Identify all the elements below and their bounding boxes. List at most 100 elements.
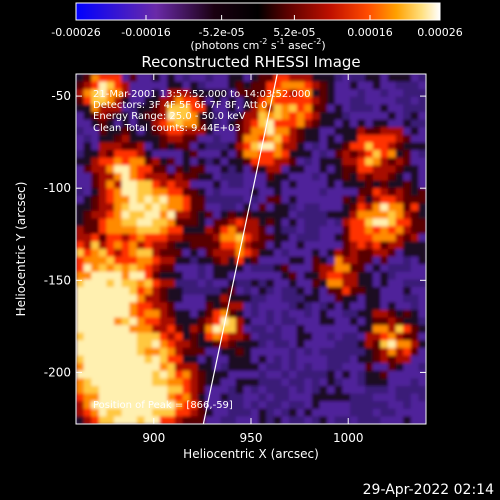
heatmap-cell — [228, 157, 237, 166]
heatmap-cell — [403, 165, 412, 174]
heatmap-cell — [91, 340, 100, 349]
heatmap-cell — [281, 385, 290, 395]
heatmap-cell — [403, 218, 412, 227]
heatmap-cell — [98, 142, 108, 151]
heatmap-cell — [212, 112, 222, 121]
heatmap-cell — [387, 401, 397, 410]
heatmap-cell — [334, 134, 343, 144]
heatmap-cell — [83, 96, 92, 106]
heatmap-cell — [205, 241, 214, 250]
heatmap-cell — [380, 340, 389, 349]
heatmap-cell — [403, 416, 412, 424]
heatmap-cell — [114, 142, 123, 151]
heatmap-cell — [144, 203, 153, 212]
colorbar: -0.00026 -0.00016 -5.2e-05 5.2e-05 0.00016 0.… — [51, 2, 463, 52]
heatmap-cell — [349, 347, 359, 357]
heatmap-cell — [311, 203, 321, 212]
heatmap-cell — [372, 134, 381, 144]
heatmap-cell — [167, 218, 176, 227]
heatmap-cell — [387, 226, 397, 235]
heatmap-cell — [311, 89, 321, 98]
heatmap-cell — [159, 188, 168, 197]
heatmap-cell — [327, 104, 336, 113]
heatmap-cell — [98, 119, 108, 128]
heatmap-cell — [121, 309, 130, 319]
heatmap-cell — [220, 355, 229, 364]
heatmap-cell — [212, 279, 222, 288]
heatmap-cell — [91, 172, 100, 182]
heatmap-cell — [380, 408, 389, 417]
heatmap-cell — [327, 233, 336, 242]
heatmap-cell — [144, 188, 153, 197]
heatmap-cell — [106, 127, 115, 136]
heatmap-cell — [152, 416, 161, 424]
heatmap-cell — [174, 393, 184, 402]
heatmap-cell — [327, 332, 336, 341]
heatmap-cell — [357, 294, 366, 303]
heatmap-cell — [91, 165, 100, 174]
heatmap-cell — [205, 134, 214, 144]
heatmap-cell — [403, 112, 412, 121]
heatmap-cell — [334, 363, 343, 372]
heatmap-cell — [83, 180, 92, 189]
heatmap-cell — [289, 256, 298, 265]
heatmap-cell — [387, 271, 397, 281]
heatmap-cell — [365, 393, 374, 402]
chart-title: Reconstructed RHESSI Image — [141, 53, 360, 71]
heatmap-cell — [296, 279, 305, 288]
heatmap-cell — [83, 287, 92, 296]
heatmap-cell — [76, 264, 85, 273]
heatmap-cell — [114, 294, 123, 303]
heatmap-cell — [387, 363, 397, 372]
heatmap-cell — [205, 325, 214, 334]
heatmap-cell — [258, 271, 267, 281]
heatmap-cell — [235, 157, 244, 166]
heatmap-cell — [91, 127, 100, 136]
heatmap-cell — [380, 127, 389, 136]
heatmap-cell — [410, 119, 419, 128]
heatmap-cell — [372, 233, 381, 242]
heatmap-cell — [311, 157, 321, 166]
heatmap-cell — [281, 142, 290, 151]
heatmap-cell — [266, 401, 275, 410]
heatmap-cell — [418, 241, 426, 250]
heatmap-cell — [190, 233, 199, 242]
heatmap-cell — [152, 119, 161, 128]
heatmap-cell — [83, 363, 92, 372]
heatmap-cell — [334, 157, 343, 166]
heatmap-cell — [304, 408, 313, 417]
heatmap-cell — [243, 271, 252, 281]
heatmap-cell — [281, 150, 290, 159]
heatmap-cell — [98, 150, 108, 159]
heatmap-cell — [266, 264, 275, 273]
heatmap-cell — [121, 127, 130, 136]
heatmap-cell — [235, 302, 244, 311]
heatmap-cell — [190, 172, 199, 182]
heatmap-cell — [167, 355, 176, 364]
heatmap-cell — [342, 256, 351, 265]
heatmap-cell — [106, 142, 115, 151]
heatmap-cell — [296, 408, 305, 417]
heatmap-cell — [319, 279, 328, 288]
heatmap-cell — [243, 233, 252, 242]
heatmap-cell — [136, 378, 146, 387]
heatmap-cell — [144, 325, 153, 334]
heatmap-cell — [114, 363, 123, 372]
heatmap-cell — [197, 279, 206, 288]
x-tick-label: 950 — [240, 431, 263, 445]
heatmap-cell — [136, 96, 146, 106]
heatmap-cell — [273, 180, 283, 189]
heatmap-cell — [304, 317, 313, 326]
heatmap-cell — [395, 210, 404, 220]
heatmap-cell — [342, 393, 351, 402]
heatmap-cell — [365, 233, 374, 242]
heatmap-cell — [357, 401, 366, 410]
heatmap-cell — [228, 226, 237, 235]
heatmap-cell — [311, 302, 321, 311]
heatmap-cell — [235, 385, 244, 395]
heatmap-cell — [91, 134, 100, 144]
heatmap-cell — [114, 416, 123, 424]
heatmap-cell — [251, 287, 260, 296]
heatmap-cell — [197, 241, 206, 250]
heatmap-cell — [106, 89, 115, 98]
